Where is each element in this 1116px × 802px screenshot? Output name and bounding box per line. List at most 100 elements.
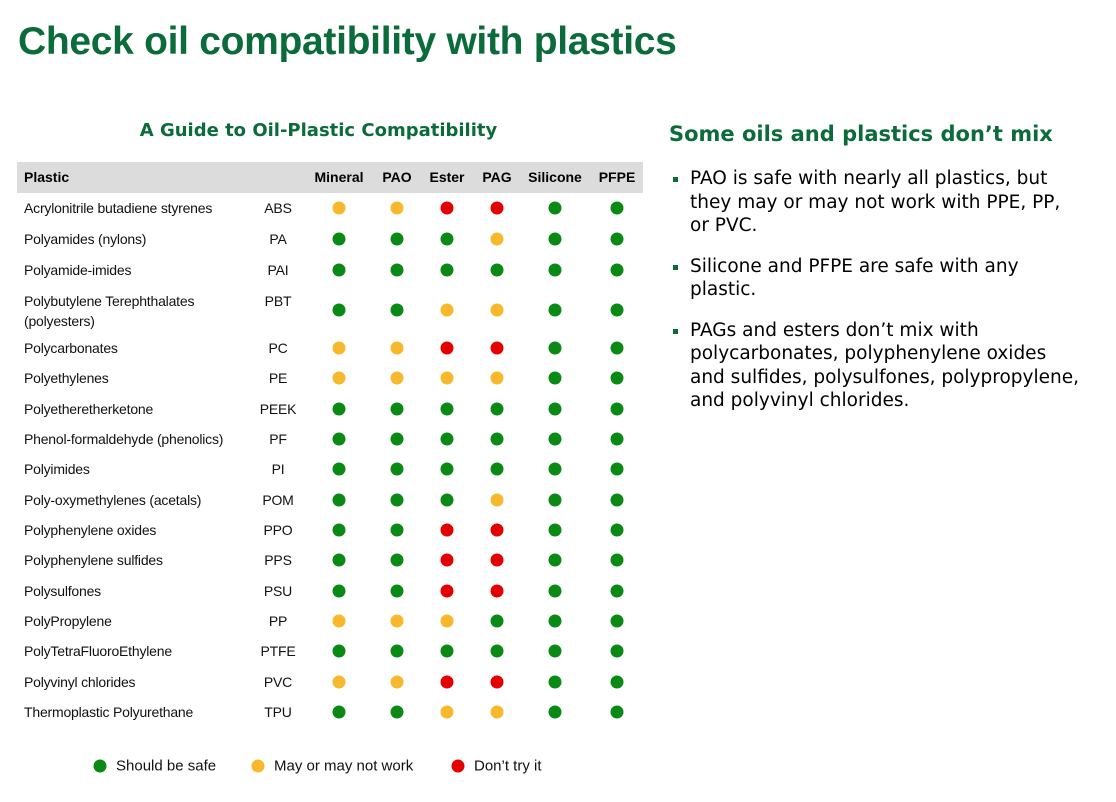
- plastic-name: Polybutylene Terephthalates (polyesters): [24, 293, 195, 329]
- rating-dot: [390, 705, 404, 719]
- rating-dot: [390, 402, 404, 416]
- rating-dot: [440, 201, 454, 215]
- plastic-abbr: TPU: [264, 703, 292, 720]
- plastic-name: Polysulfones: [24, 582, 101, 599]
- rating-dot: [390, 553, 404, 567]
- rating-dot: [548, 232, 562, 246]
- rating-dot: [548, 201, 562, 215]
- rating-dot: [610, 644, 624, 658]
- rating-dot: [390, 493, 404, 507]
- rating-dot: [548, 675, 562, 689]
- rating-dot: [440, 705, 454, 719]
- rating-dot: [548, 523, 562, 537]
- rating-dot: [610, 201, 624, 215]
- rating-dot: [548, 263, 562, 277]
- header-cell: Plastic: [24, 169, 70, 185]
- rating-dot: [610, 402, 624, 416]
- rating-dot: [390, 303, 404, 317]
- rating-dot: [490, 462, 504, 476]
- rating-dot: [440, 493, 454, 507]
- rating-dot: [490, 371, 504, 385]
- rating-dot: [440, 263, 454, 277]
- rating-dot: [390, 614, 404, 628]
- rating-dot: [390, 523, 404, 537]
- rating-dot: [490, 303, 504, 317]
- rating-dot: [548, 493, 562, 507]
- rating-dot: [332, 614, 346, 628]
- rating-dot: [390, 263, 404, 277]
- rating-dot: [440, 462, 454, 476]
- rating-dot: [548, 705, 562, 719]
- rating-dot: [332, 705, 346, 719]
- rating-dot: [332, 232, 346, 246]
- rating-dot: [610, 371, 624, 385]
- rating-dot: [490, 232, 504, 246]
- rating-dot: [332, 371, 346, 385]
- plastic-name: Polyamide-imides: [24, 262, 132, 278]
- plastic-abbr: POM: [262, 491, 294, 508]
- rating-dot: [548, 303, 562, 317]
- rating-dot: [440, 341, 454, 355]
- plastic-name: Acrylonitrile butadiene styrenes: [24, 200, 213, 216]
- rating-dot: [490, 341, 504, 355]
- rating-dot: [490, 644, 504, 658]
- rating-dot: [440, 614, 454, 628]
- rating-dot: [610, 584, 624, 598]
- rating-dot: [440, 371, 454, 385]
- rating-dot: [332, 341, 346, 355]
- rating-dot: [610, 614, 624, 628]
- table-header: [17, 162, 643, 193]
- header-cell: Silicone: [528, 169, 582, 185]
- bullet-list: PAO is safe with nearly all plastics, bu…: [672, 167, 1082, 430]
- legend-label: Don’t try it: [474, 757, 542, 775]
- rating-dot: [610, 705, 624, 719]
- legend-dot: [93, 759, 107, 773]
- plastic-name: Poly-oxymethylenes (acetals): [24, 491, 202, 508]
- plastic-abbr: PTFE: [260, 643, 296, 660]
- plastic-abbr: PVC: [263, 673, 293, 690]
- rating-dot: [490, 553, 504, 567]
- rating-dot: [610, 432, 624, 446]
- rating-dot: [548, 341, 562, 355]
- rating-dot: [332, 644, 346, 658]
- rating-dot: [332, 402, 346, 416]
- bullet: Silicone and PFPE are safe with any plas…: [672, 255, 1082, 302]
- plastic-abbr: PA: [269, 231, 287, 247]
- plastic-abbr: ABS: [264, 200, 292, 216]
- plastic-name: Phenol-formaldehyde (phenolics): [24, 430, 224, 447]
- rating-dot: [548, 614, 562, 628]
- rating-dot: [332, 675, 346, 689]
- rating-dot: [390, 462, 404, 476]
- rating-dot: [440, 432, 454, 446]
- plastic-abbr: PI: [271, 461, 285, 478]
- rating-dot: [490, 614, 504, 628]
- header-cell: PAO: [382, 169, 412, 185]
- rating-dot: [490, 675, 504, 689]
- plastic-name: Polyetheretherketone: [24, 400, 154, 417]
- rating-dot: [440, 402, 454, 416]
- plastic-name: Polyphenylene sulfides: [24, 552, 163, 569]
- rating-dot: [610, 493, 624, 507]
- rating-dot: [548, 553, 562, 567]
- rating-dot: [440, 675, 454, 689]
- rating-dot: [548, 584, 562, 598]
- rating-dot: [490, 402, 504, 416]
- rating-dot: [332, 303, 346, 317]
- plastic-abbr: PP: [268, 612, 288, 629]
- legend-dot: [251, 759, 265, 773]
- plastic-name: Polycarbonates: [24, 340, 118, 356]
- plastic-abbr: PPS: [264, 552, 292, 569]
- rating-dot: [610, 675, 624, 689]
- rating-dot: [548, 371, 562, 385]
- rating-dot: [610, 341, 624, 355]
- side-heading: Some oils and plastics don’t mix: [669, 122, 1053, 146]
- plastic-name: PolyPropylene: [24, 612, 112, 629]
- rating-dot: [390, 584, 404, 598]
- plastic-name: PolyTetraFluoroEthylene: [24, 643, 172, 660]
- rating-dot: [390, 644, 404, 658]
- rating-dot: [610, 553, 624, 567]
- header-cell: Mineral: [314, 169, 364, 185]
- legend-label: Should be safe: [116, 757, 217, 775]
- plastic-abbr: PE: [268, 370, 288, 387]
- rating-dot: [390, 201, 404, 215]
